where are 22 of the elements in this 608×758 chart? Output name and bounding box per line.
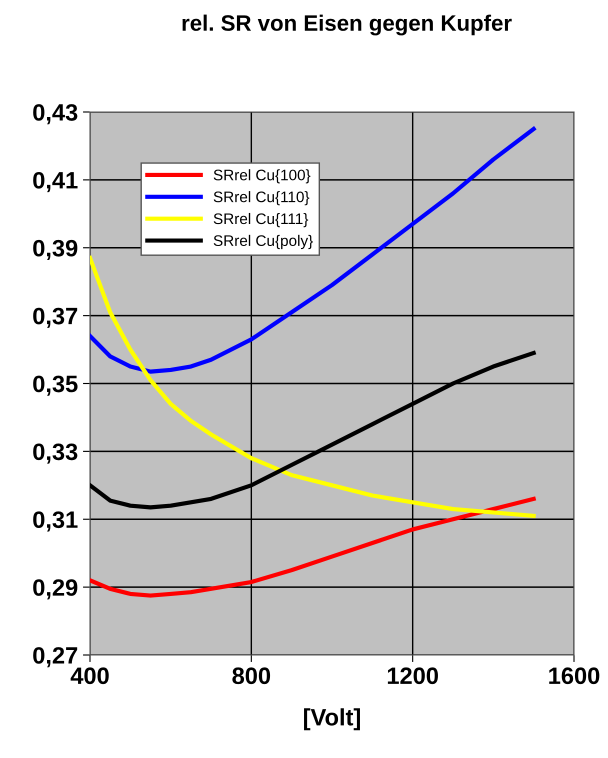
y-tick-label: 0,37: [33, 308, 78, 328]
x-tick-label: 1200: [388, 667, 438, 684]
legend-label: SRrel Cu{poly}: [214, 234, 313, 250]
y-tick-label: 0,27: [33, 647, 78, 668]
x-tick-label: 800: [232, 667, 270, 684]
y-tick-label: 0,31: [33, 511, 78, 532]
y-tick-label: 0,39: [33, 240, 78, 260]
legend-label: SRrel Cu{111}: [214, 212, 308, 228]
line-series: [90, 126, 536, 374]
line-series: [90, 496, 536, 598]
x-tick-label: 400: [70, 667, 109, 684]
x-axis-title: [Volt]: [304, 708, 360, 730]
chart-title: rel. SR von Eisen gegen Kupfer: [182, 14, 512, 36]
y-tick-label: 0,33: [33, 443, 78, 464]
legend-label: SRrel Cu{100}: [214, 169, 310, 184]
x-tick-label: 1600: [549, 667, 600, 684]
legend-label: SRrel Cu{110}: [214, 191, 310, 206]
line-series: [90, 256, 536, 518]
y-tick-label: 0,29: [33, 579, 78, 600]
y-tick-label: 0,41: [33, 172, 78, 192]
y-tick-label: 0,43: [33, 104, 78, 124]
y-tick-label: 0,35: [33, 376, 78, 396]
